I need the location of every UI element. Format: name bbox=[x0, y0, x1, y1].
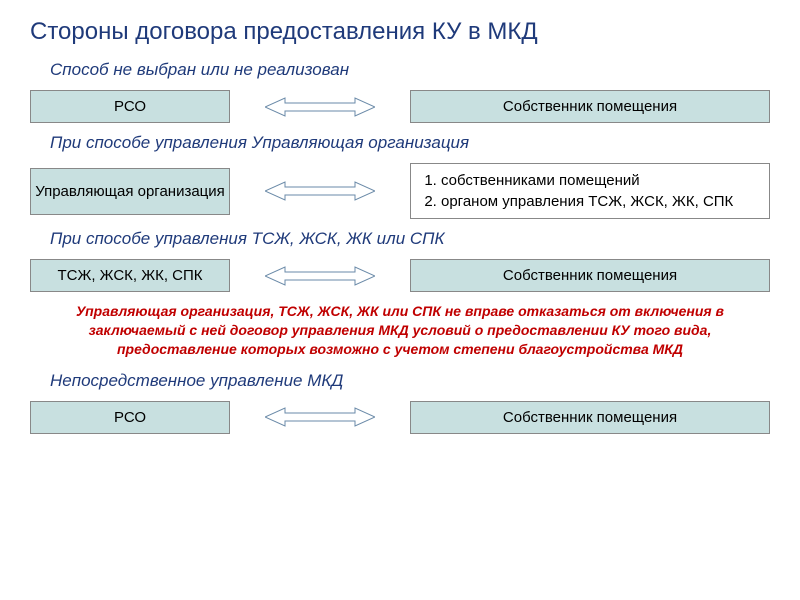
section3-right-box: Собственник помещения bbox=[410, 259, 770, 292]
section2-item-1: собственниками помещений bbox=[441, 170, 759, 191]
page-title: Стороны договора предоставления КУ в МКД bbox=[30, 18, 770, 46]
double-arrow-icon bbox=[265, 180, 375, 202]
section2-right-box: собственниками помещений органом управле… bbox=[410, 163, 770, 219]
section1-row: РСО Собственник помещения bbox=[30, 90, 770, 123]
section4-left-box: РСО bbox=[30, 401, 230, 434]
section4-row: РСО Собственник помещения bbox=[30, 401, 770, 434]
section4-right-box: Собственник помещения bbox=[410, 401, 770, 434]
double-arrow-icon bbox=[265, 96, 375, 118]
section1-subtitle: Способ не выбран или не реализован bbox=[50, 60, 770, 80]
section2-item-2: органом управления ТСЖ, ЖСК, ЖК, СПК bbox=[441, 191, 759, 212]
section2-subtitle: При способе управления Управляющая орган… bbox=[50, 133, 770, 153]
double-arrow-icon bbox=[265, 265, 375, 287]
section3-subtitle: При способе управления ТСЖ, ЖСК, ЖК или … bbox=[50, 229, 770, 249]
section2-arrow bbox=[230, 180, 410, 202]
section3-arrow bbox=[230, 265, 410, 287]
section2-left-box: Управляющая организация bbox=[30, 168, 230, 215]
section4-arrow bbox=[230, 406, 410, 428]
double-arrow-icon bbox=[265, 406, 375, 428]
section1-arrow bbox=[230, 96, 410, 118]
section4-subtitle: Непосредственное управление МКД bbox=[50, 371, 770, 391]
section1-left-box: РСО bbox=[30, 90, 230, 123]
warning-note: Управляющая организация, ТСЖ, ЖСК, ЖК ил… bbox=[50, 302, 750, 359]
section1-right-box: Собственник помещения bbox=[410, 90, 770, 123]
section3-left-box: ТСЖ, ЖСК, ЖК, СПК bbox=[30, 259, 230, 292]
section2-row: Управляющая организация собственниками п… bbox=[30, 163, 770, 219]
section3-row: ТСЖ, ЖСК, ЖК, СПК Собственник помещения bbox=[30, 259, 770, 292]
